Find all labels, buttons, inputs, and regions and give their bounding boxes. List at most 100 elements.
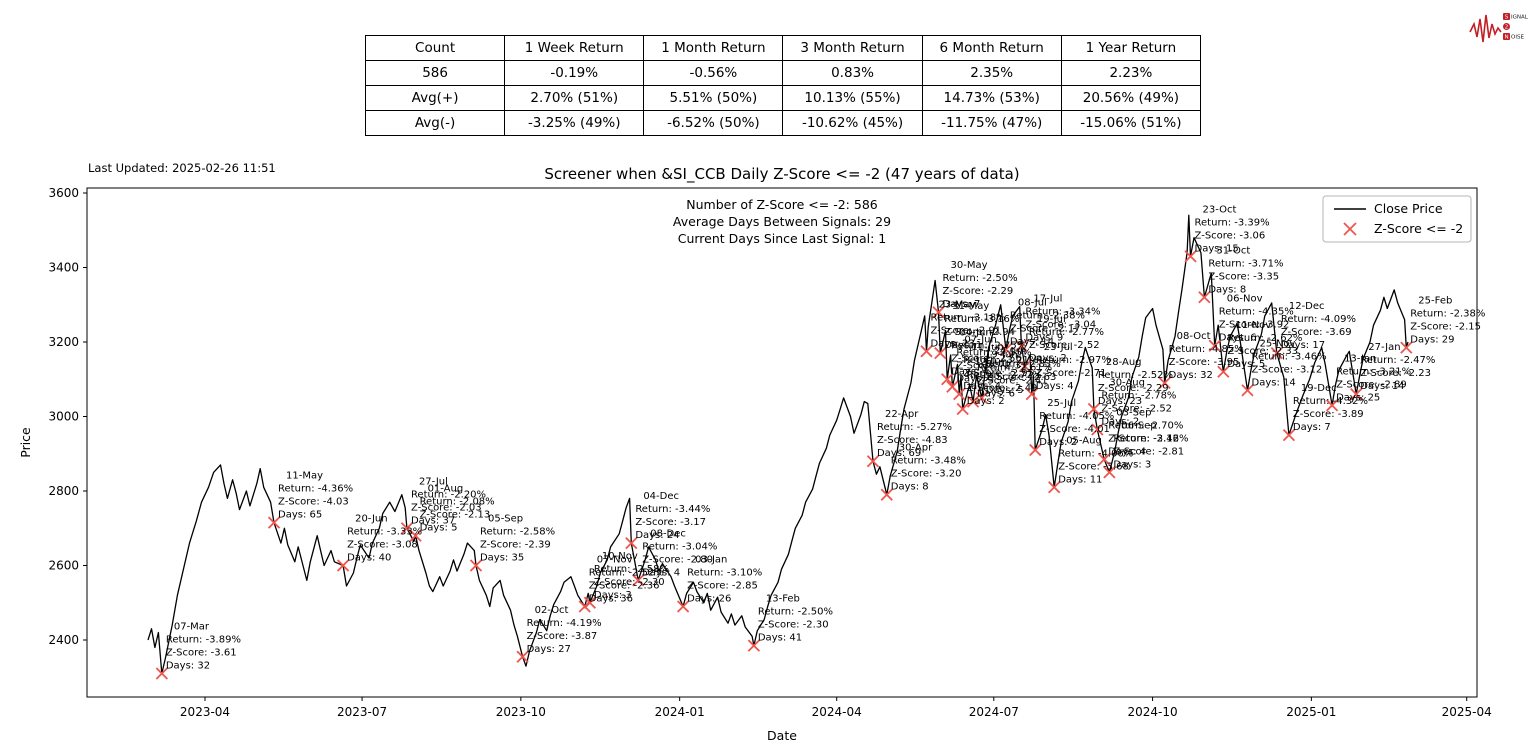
signal-marker xyxy=(516,650,529,663)
signal-return-label: Return: -4.05% xyxy=(1039,411,1114,422)
signal-days-label: Days: 35 xyxy=(480,553,524,564)
signal-zscore-label: Z-Score: -3.17 xyxy=(635,517,706,528)
y-tick-label: 3000 xyxy=(48,410,79,424)
signal-days-label: Days: 23 xyxy=(930,338,974,349)
table-cell: 1 Week Return xyxy=(504,35,645,61)
signal-zscore-label: Z-Score: -2.41 xyxy=(977,376,1048,387)
signal-marker-stroke xyxy=(934,347,947,360)
signal-return-label: Return: -2.75% xyxy=(951,340,1026,351)
table-row: 586 -0.19% -0.56% 0.83% 2.35% 2.23% xyxy=(364,60,1202,86)
signal-days-label: Days: 5 xyxy=(986,385,1024,396)
table-cell: 2.70% (51%) xyxy=(504,85,645,111)
signal-date-label: 03-Jan xyxy=(695,554,727,565)
signal-return-label: Return: -4.36% xyxy=(278,484,353,495)
signal-zscore-label: Z-Score: -3.20 xyxy=(891,469,962,480)
signal-marker-stroke xyxy=(1048,481,1061,494)
signal-zscore-label: Z-Score: -2.85 xyxy=(687,580,758,591)
signal-marker-stroke xyxy=(1015,339,1028,352)
signal-date-label: 23-May xyxy=(938,299,975,310)
signal-days-label: Days: 2 xyxy=(1029,353,1067,364)
signal-days-label: Days: 3 xyxy=(956,374,994,385)
legend: Close Price Z-Score <= -2 xyxy=(1322,195,1472,243)
signal-marker-stroke xyxy=(946,380,959,393)
signal-annotation: 02-Oct Return: -4.19% Z-Score: -3.87 Days: … xyxy=(527,605,602,655)
signal-zscore-label: Z-Score: -2.46 xyxy=(1108,433,1179,444)
signal-marker-stroke xyxy=(953,388,966,401)
signal-return-label: Return: -4.35% xyxy=(1219,307,1294,318)
signal-return-label: Return: -4.85% xyxy=(1169,344,1244,355)
table-cell: 586 xyxy=(364,60,506,86)
signal-days-label: Days: 11 xyxy=(1058,474,1102,485)
signal-marker-stroke xyxy=(1018,360,1031,373)
signal-annotation: 05-Sep Return: -2.58% Z-Score: -2.39 Days: … xyxy=(480,514,555,564)
signal-days-label: Days: 7 xyxy=(943,299,981,310)
signal-marker xyxy=(880,488,893,501)
plot-frame xyxy=(86,187,1478,698)
signal-annotation: 01-Aug Return: -2.08% Z-Score: -2.13 Days: … xyxy=(420,484,495,534)
signal-days-label: Days: 2 xyxy=(1039,437,1077,448)
table-row: Avg(+) 2.70% (51%) 5.51% (50%) 10.13% (55%)… xyxy=(364,85,1202,111)
signal-days-label: Days: 6 xyxy=(1219,333,1257,344)
signal-marker-stroke xyxy=(336,559,350,572)
signal-marker-stroke xyxy=(932,306,945,319)
signal-date-label: 10-Nov xyxy=(602,551,638,562)
signal-marker-stroke xyxy=(409,529,422,542)
x-tick-label: 2023-07 xyxy=(337,705,387,719)
signal-zscore-label: Z-Score: -3.95 xyxy=(1169,357,1240,368)
signal-marker xyxy=(1270,347,1283,360)
logo-letter-s: S xyxy=(1505,15,1509,21)
y-tick-label: 2800 xyxy=(48,484,79,498)
signal-return-label: Return: -2.77% xyxy=(967,370,1042,381)
y-tick-label: 2400 xyxy=(48,633,79,647)
signal-marker xyxy=(934,347,947,360)
signal-marker xyxy=(966,395,980,408)
signal-marker xyxy=(155,667,168,680)
x-tick-label: 2025-01 xyxy=(1286,705,1336,719)
signal-days-label: Days: 8 xyxy=(891,482,929,493)
signal-days-label: Days: 4 xyxy=(1108,446,1146,457)
signal-date-label: 04-Jun xyxy=(959,327,992,338)
signal-date-label: 02-Oct xyxy=(535,605,569,616)
signal-date-label: 08-Jul xyxy=(1018,297,1047,308)
logo-word-ignal: IGNAL xyxy=(1511,15,1529,21)
signal-zscore-label: Z-Score: -2.95 xyxy=(963,368,1034,379)
table-cell: 1 Year Return xyxy=(1060,35,1202,61)
table-cell: 0.83% xyxy=(782,60,923,86)
signal-annotation: 04-Dec Return: -3.44% Z-Score: -3.17 Days: … xyxy=(635,491,710,541)
signal-zscore-label: Z-Score: -2.49 xyxy=(967,383,1038,394)
signal-date-label: 03-Sep xyxy=(1116,407,1151,418)
signal-marker xyxy=(866,455,880,468)
signal-date-label: 04-Dec xyxy=(643,491,679,502)
signal-marker-stroke xyxy=(583,596,597,609)
signal-return-label: Return: -3.18% xyxy=(930,312,1005,323)
signal-zscore-label: Z-Score: -3.35 xyxy=(1208,271,1279,282)
signal-return-label: Return: -3.16% xyxy=(944,314,1019,325)
signal-date-label: 06-Nov xyxy=(1227,294,1263,305)
signal-return-label: Return: -3.21% xyxy=(1336,366,1411,377)
table-cell: Count xyxy=(364,35,506,61)
signal-return-label: Return: -2.52% xyxy=(1098,370,1173,381)
signal-zscore-label: Z-Score: -2.30 xyxy=(758,620,829,631)
y-tick-label: 3200 xyxy=(48,335,79,349)
signal-marker-stroke xyxy=(1025,388,1038,401)
signal-date-label: 07-Nov xyxy=(597,554,633,565)
legend-label-close-price: Close Price xyxy=(1374,201,1443,216)
signal-date-label: 23-Jul xyxy=(1044,342,1073,353)
legend-x-stroke xyxy=(1343,222,1357,236)
close-price-line xyxy=(147,214,1409,675)
signal-zscore-label: Z-Score: -4.83 xyxy=(877,435,948,446)
table-cell: -0.56% xyxy=(643,60,784,86)
signal-return-label: Return: -2.50% xyxy=(943,273,1018,284)
signal-return-label: Return: -2.62% xyxy=(1227,333,1302,344)
signal-marker-stroke xyxy=(1350,388,1363,401)
signal-return-label: Return: -2.38% xyxy=(1410,309,1485,320)
table-cell: 3 Month Return xyxy=(782,35,923,61)
signal-marker-stroke xyxy=(155,667,168,680)
signal-marker-stroke xyxy=(920,345,933,358)
signal-annotation: 11-May Return: -4.36% Z-Score: -4.03 Days: … xyxy=(278,471,353,521)
signal-marker xyxy=(1029,443,1042,457)
signal-date-label: 30-May xyxy=(951,260,988,271)
signal-date-label: 01-Aug xyxy=(428,484,464,495)
